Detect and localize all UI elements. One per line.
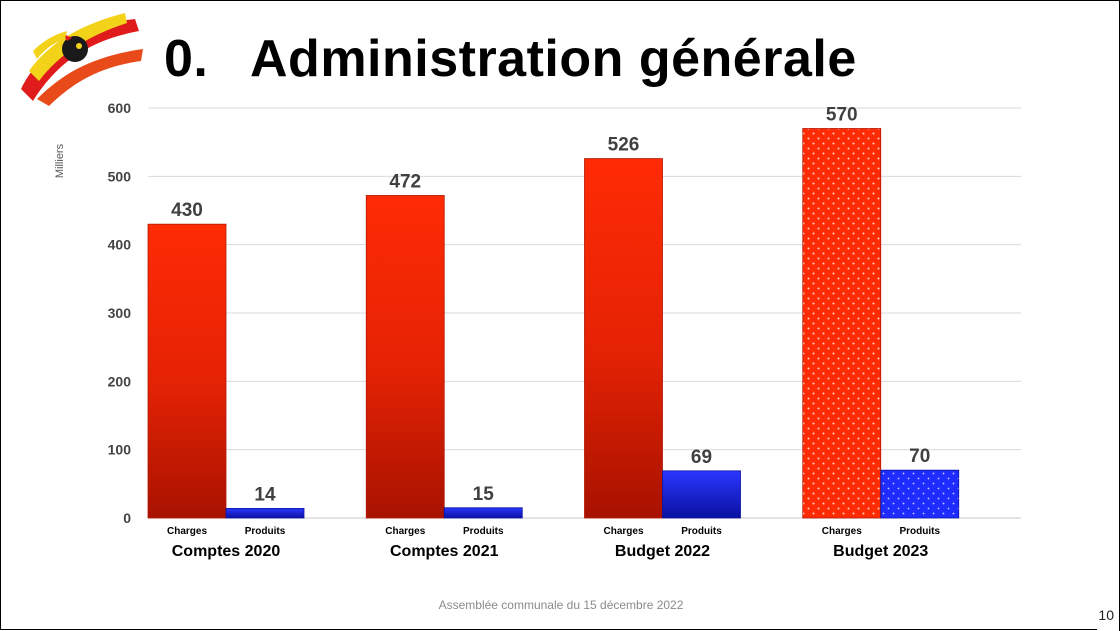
category-label: Comptes 2020 bbox=[172, 543, 281, 560]
x-axis-categories: Charges Produits Comptes 2020 Charges Produi… bbox=[167, 526, 940, 560]
bar-charges bbox=[584, 158, 663, 519]
title-number: 0. bbox=[164, 30, 209, 88]
data-label: 14 bbox=[254, 484, 276, 505]
category-label: Comptes 2021 bbox=[390, 543, 499, 560]
page-number: 10 bbox=[1098, 607, 1114, 623]
data-label: 472 bbox=[389, 171, 421, 192]
y-tick-label: 0 bbox=[123, 510, 131, 526]
data-label: 70 bbox=[909, 446, 930, 467]
y-tick-label: 400 bbox=[108, 237, 132, 253]
bar-charges bbox=[802, 128, 882, 519]
bar-produits bbox=[225, 508, 305, 519]
data-label: 526 bbox=[608, 135, 640, 156]
y-unit-label: Milliers bbox=[54, 143, 66, 178]
title-text: Administration générale bbox=[250, 30, 857, 88]
bar-produits bbox=[880, 469, 960, 519]
series-label: Charges bbox=[603, 526, 643, 537]
y-tick-label: 300 bbox=[108, 305, 132, 321]
bars bbox=[147, 128, 960, 519]
bar-produits bbox=[443, 507, 523, 519]
series-label: Charges bbox=[822, 526, 862, 537]
category-label: Budget 2022 bbox=[615, 543, 710, 560]
series-label: Charges bbox=[385, 526, 425, 537]
y-tick-label: 200 bbox=[108, 373, 132, 389]
bar-charges bbox=[147, 223, 227, 519]
bar-chart: Milliers 0 100 200 300 400 500 600 430 14 472 15 5… bbox=[54, 100, 1021, 560]
data-label: 430 bbox=[171, 200, 203, 221]
y-tick-label: 500 bbox=[108, 168, 132, 184]
y-tick-label: 600 bbox=[108, 100, 132, 116]
logo-icon bbox=[21, 13, 143, 106]
data-label: 69 bbox=[691, 447, 712, 468]
series-label: Produits bbox=[463, 526, 504, 537]
data-label: 15 bbox=[473, 484, 495, 505]
bar-charges bbox=[365, 195, 445, 519]
series-label: Produits bbox=[899, 526, 940, 537]
category-label: Budget 2023 bbox=[833, 543, 928, 560]
series-label: Charges bbox=[167, 526, 207, 537]
footer-text: Assemblée communale du 15 décembre 2022 bbox=[438, 598, 684, 612]
bar-produits bbox=[662, 470, 741, 519]
y-axis-ticks: 0 100 200 300 400 500 600 bbox=[108, 100, 132, 526]
data-labels: 430 14 472 15 526 69 570 70 bbox=[171, 105, 930, 506]
series-label: Produits bbox=[681, 526, 722, 537]
y-tick-label: 100 bbox=[108, 442, 132, 458]
page-title: 0. Administration générale bbox=[164, 29, 857, 89]
data-label: 570 bbox=[826, 105, 858, 126]
series-label: Produits bbox=[245, 526, 286, 537]
